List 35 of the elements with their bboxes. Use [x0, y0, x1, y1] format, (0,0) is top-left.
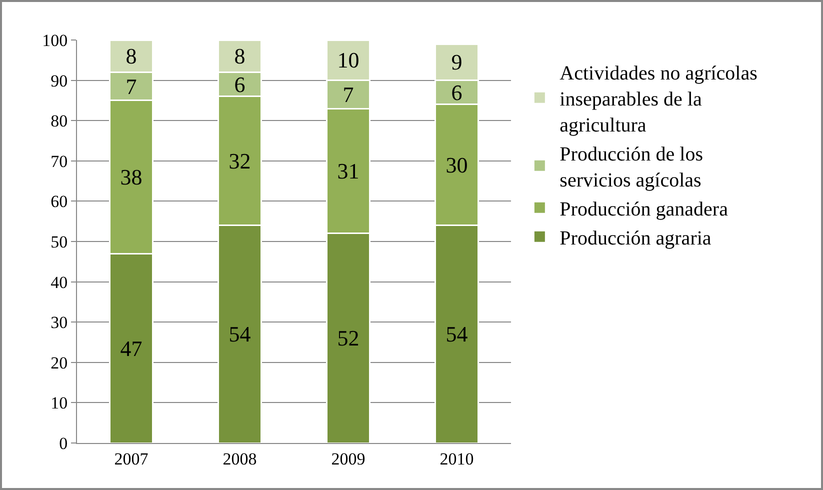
data-label: 7	[126, 74, 137, 99]
data-label: 54	[228, 322, 251, 347]
data-label: 31	[337, 158, 360, 184]
y-tick-label: 0	[59, 434, 68, 453]
data-label: 9	[451, 50, 462, 75]
y-tick-label: 10	[50, 394, 68, 413]
data-label: 7	[342, 82, 354, 107]
data-label: 54	[446, 322, 468, 347]
legend-label: Producción agraria	[560, 227, 712, 250]
legend-label: Producción ganadera	[560, 198, 728, 220]
x-tick-label: 2007	[114, 449, 149, 468]
y-tick-label: 90	[50, 71, 68, 90]
data-label: 47	[120, 336, 142, 361]
data-label: 52	[337, 326, 360, 351]
y-tick-label: 30	[50, 313, 68, 332]
data-label: 6	[451, 80, 462, 105]
y-tick-label: 70	[50, 152, 68, 171]
data-label: 8	[234, 44, 246, 69]
data-label: 30	[446, 152, 468, 178]
data-label: 8	[126, 44, 137, 69]
y-tick-label: 20	[50, 353, 68, 372]
data-label: 10	[337, 48, 360, 73]
legend-label: Producción de los servicios agícolas	[560, 143, 704, 192]
x-tick-label: 2010	[440, 449, 474, 468]
data-label: 6	[234, 72, 246, 97]
y-tick-label: 100	[42, 30, 68, 50]
data-label: 32	[228, 148, 251, 174]
x-tick-label: 2009	[331, 449, 366, 468]
y-tick-label: 40	[50, 272, 68, 292]
y-tick-label: 50	[50, 232, 68, 252]
x-tick-label: 2008	[222, 449, 257, 468]
legend-label: Actividades no agrícolas inseparables de la agricultura	[560, 62, 758, 136]
y-tick-label: 80	[50, 112, 68, 131]
data-label: 38	[120, 164, 142, 190]
y-tick-label: 60	[50, 192, 68, 212]
